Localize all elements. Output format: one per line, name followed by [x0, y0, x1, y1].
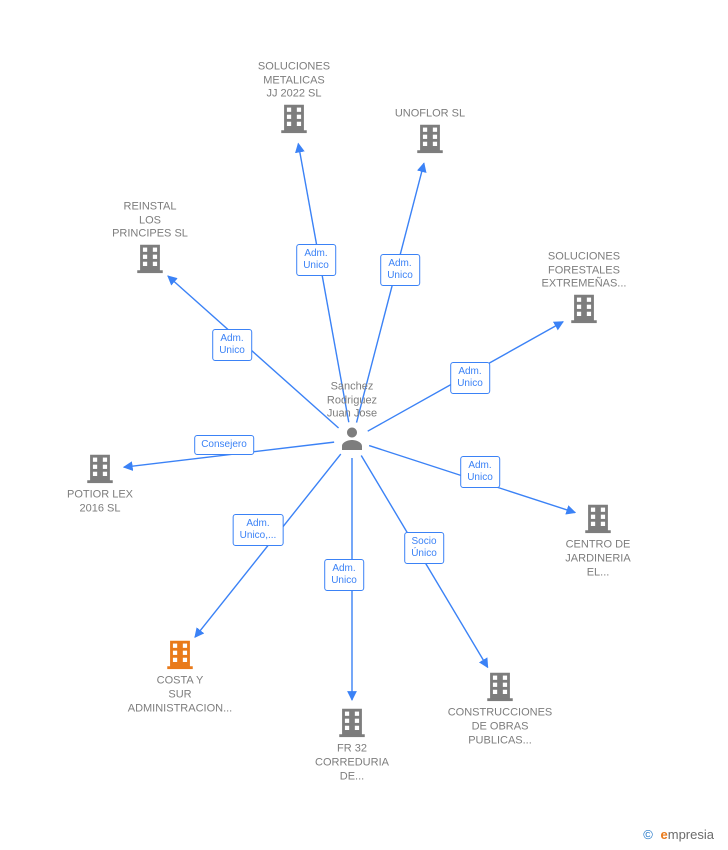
edge-label: Consejero — [194, 435, 254, 455]
building-icon — [581, 501, 615, 535]
watermark: © empresia — [643, 827, 714, 842]
copyright-symbol: © — [643, 827, 653, 842]
building-icon — [483, 669, 517, 703]
building-icon — [413, 121, 447, 155]
company-node-jardineria[interactable]: CENTRO DE JARDINERIA EL... — [581, 501, 615, 540]
edge-label: Socio Único — [404, 532, 444, 564]
company-node-metalicas[interactable]: SOLUCIONES METALICAS JJ 2022 SL — [277, 101, 311, 140]
edge-label: Adm. Unico — [212, 329, 252, 361]
company-label: SOLUCIONES METALICAS JJ 2022 SL — [224, 60, 364, 101]
building-icon — [133, 241, 167, 275]
company-node-costa[interactable]: COSTA Y SUR ADMINISTRACION... — [163, 637, 197, 676]
company-label: FR 32 CORREDURIA DE... — [282, 743, 422, 784]
company-label: COSTA Y SUR ADMINISTRACION... — [110, 675, 250, 716]
edge-label: Adm. Unico — [460, 456, 500, 488]
brand-rest: mpresia — [668, 827, 714, 842]
company-node-unoflor[interactable]: UNOFLOR SL — [413, 121, 447, 160]
building-icon — [277, 101, 311, 135]
center-person-node[interactable]: Sanchez Rodriguez Juan Jose — [337, 421, 367, 460]
company-node-potior[interactable]: POTIOR LEX 2016 SL — [83, 451, 117, 490]
building-icon — [335, 705, 369, 739]
company-label: UNOFLOR SL — [360, 108, 500, 122]
person-icon — [337, 421, 367, 455]
edge-label: Adm. Unico — [296, 244, 336, 276]
center-person-label: Sanchez Rodriguez Juan Jose — [307, 380, 397, 421]
company-node-fr32[interactable]: FR 32 CORREDURIA DE... — [335, 705, 369, 744]
building-icon — [567, 291, 601, 325]
brand-first-letter: e — [661, 827, 668, 842]
company-node-forestales[interactable]: SOLUCIONES FORESTALES EXTREMEÑAS... — [567, 291, 601, 330]
company-node-reinstal[interactable]: REINSTAL LOS PRINCIPES SL — [133, 241, 167, 280]
edge-label: Adm. Unico,... — [233, 514, 284, 546]
building-icon — [83, 451, 117, 485]
edge-label: Adm. Unico — [324, 559, 364, 591]
company-label: POTIOR LEX 2016 SL — [30, 489, 170, 517]
building-icon — [163, 637, 197, 671]
network-diagram: Sanchez Rodriguez Juan Jose REINSTAL LOS … — [0, 0, 728, 850]
company-label: REINSTAL LOS PRINCIPES SL — [80, 200, 220, 241]
company-label: CENTRO DE JARDINERIA EL... — [528, 539, 668, 580]
company-node-obras[interactable]: CONSTRUCCIONES DE OBRAS PUBLICAS... — [483, 669, 517, 708]
edge-label: Adm. Unico — [380, 254, 420, 286]
company-label: CONSTRUCCIONES DE OBRAS PUBLICAS... — [430, 707, 570, 748]
company-label: SOLUCIONES FORESTALES EXTREMEÑAS... — [514, 250, 654, 291]
edge-label: Adm. Unico — [450, 362, 490, 394]
